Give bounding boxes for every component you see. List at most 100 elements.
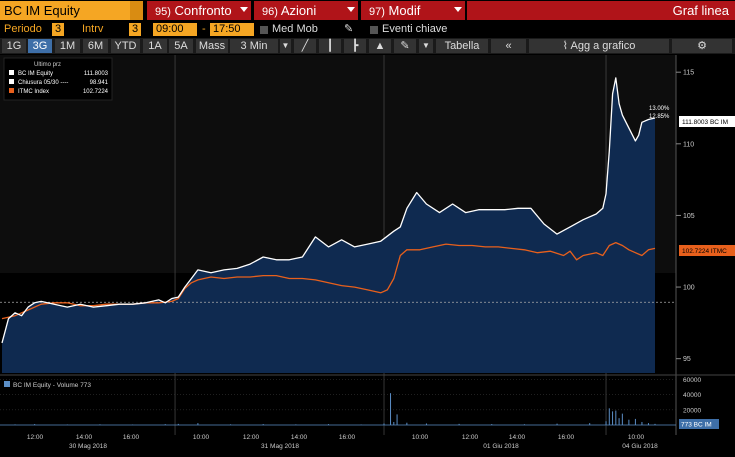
legend-name-itmc: ITMC Index [18,89,49,95]
legend-box [3,57,113,101]
legend-swatch-bc [9,70,14,75]
x-tick-label-11: 10:00 [628,434,645,441]
med-mob-checkbox[interactable] [260,26,268,34]
chevron-down-icon[interactable]: ▼ [280,39,291,53]
x-tick-label-9: 14:00 [509,434,526,441]
menu-azioni[interactable]: 96) Azioni [254,1,358,20]
y-tick-label-100: 100 [683,285,695,292]
legend-value-itmc: 102.7224 [83,89,109,95]
x-tick-label-5: 14:00 [291,434,308,441]
x-tick-label-6: 16:00 [339,434,356,441]
candle-icon[interactable]: ┃ [319,39,341,53]
series-line-bc-im-equity [1,77,656,344]
period-button-ytd[interactable]: YTD [111,39,140,53]
period-button-1a[interactable]: 1A [143,39,167,53]
start-time-field[interactable]: 09:00 [153,23,197,36]
collapse-icon[interactable]: « [491,39,526,53]
pct-annotation-lower: 12.85% [649,114,670,120]
period-button-1g[interactable]: 1G [2,39,26,53]
x-date-label-1: 31 Mag 2018 [261,443,299,450]
volume-end-label [679,419,719,429]
med-mob-label: Med Mob [272,23,318,35]
drawing-icon[interactable]: ✎ [394,39,416,53]
chart-add-icon: ⌇ [562,40,571,52]
x-tick-label-4: 12:00 [243,434,260,441]
tabella-button[interactable]: Tabella [436,39,488,53]
legend-name-close: Chiusura 05/30 ---- [18,80,68,86]
periodo-field[interactable]: 3 [52,23,65,36]
price-area-fill [2,77,655,374]
x-date-label-3: 04 Giu 2018 [622,443,658,450]
volume-legend-swatch [4,381,10,387]
ticker-field[interactable]: BC IM Equity [0,1,143,20]
mountain-chart-icon[interactable]: ▲ [369,39,391,53]
legend-header: Ultimo prz [34,62,61,68]
y-tick-label-110: 110 [683,141,694,148]
toolbar: 1G 3G 1M 6M YTD 1A 5A Mass 3 Min ▼ ╱ ┃ ┣… [0,38,735,54]
chevron-down-icon [347,7,355,12]
eventi-label: Eventi chiave [382,23,448,35]
end-label-bc-text: 111.8003 BC IM [682,119,728,126]
end-label-bc [679,116,735,127]
top-bar: BC IM Equity 95) Confronto 96) Azioni 97… [0,0,735,21]
line-chart-icon[interactable]: ╱ [294,39,316,53]
legend-name-bc: BC IM Equity [18,71,53,77]
period-button-mass[interactable]: Mass [196,39,228,53]
x-tick-label-3: 10:00 [193,434,210,441]
legend-value-bc: 111.8003 [84,71,109,77]
chart-svg: 95 100 105 110 115 20000 40000 60000 12:00 14:0… [0,55,735,452]
volume-tick-label-60000: 60000 [683,377,701,384]
x-tick-label-1: 14:00 [76,434,93,441]
add-to-chart-button[interactable]: ⌇ Agg a grafico [529,39,669,53]
intrv-field[interactable]: 3 [129,23,142,36]
y-tick-label-95: 95 [683,356,691,363]
legend-value-close: 98.941 [90,80,109,86]
menu-label: Confronto [174,3,232,18]
chevron-down-icon[interactable]: ▼ [419,39,433,53]
gear-icon[interactable]: ⚙ [672,39,732,53]
legend-swatch-itmc [9,88,14,93]
period-button-6m[interactable]: 6M [83,39,108,53]
bar-chart-icon[interactable]: ┣ [344,39,366,53]
volume-tick-label-40000: 40000 [683,392,701,399]
period-button-1m[interactable]: 1M [55,39,80,53]
menu-label: Azioni [280,3,317,18]
menu-modif[interactable]: 97) Modif [361,1,465,20]
menu-number: 95) [155,6,171,18]
volume-tick-label-20000: 20000 [683,407,701,414]
eventi-checkbox[interactable] [370,26,378,34]
period-button-3g[interactable]: 3G [28,39,52,53]
chevron-down-icon [240,7,248,12]
pct-annotation-upper: 13.00% [649,106,670,112]
menu-number: 97) [369,6,385,18]
intrv-label: Intrv [82,23,104,35]
x-tick-label-8: 12:00 [462,434,479,441]
x-tick-label-7: 10:00 [412,434,429,441]
volume-end-label-text: 773 BC IM [681,422,712,429]
end-label-itmc [679,245,735,256]
legend: Ultimo prz BC IM Equity 111.8003 Chiusur… [3,57,113,101]
x-date-label-2: 01 Giu 2018 [483,443,519,450]
interval-dropdown[interactable]: 3 Min [230,39,278,53]
periodo-label: Periodo [4,23,42,35]
x-tick-label-2: 16:00 [123,434,140,441]
menu-label: Modif [388,3,421,18]
pencil-icon[interactable]: ✎ [344,23,354,35]
ticker-dropdown-button[interactable] [130,1,143,20]
end-label-itmc-text: 102.7224 ITMC [682,248,727,255]
menu-confronto[interactable]: 95) Confronto [147,1,251,20]
legend-swatch-close [9,79,14,84]
y-tick-label-115: 115 [683,70,694,77]
end-time-field[interactable]: 17:50 [210,23,254,36]
time-separator: - [202,23,206,35]
x-date-label-0: 30 Mag 2018 [69,443,107,450]
volume-legend-label: BC IM Equity - Volume 773 [13,382,91,389]
settings-bar: Periodo 3 Intrv 3 09:00 - 17:50 Med Mob … [0,21,735,38]
menu-number: 96) [262,6,278,18]
y-tick-label-105: 105 [683,213,695,220]
x-tick-label-10: 16:00 [558,434,575,441]
period-button-5a[interactable]: 5A [169,39,193,53]
x-tick-label-0: 12:00 [27,434,44,441]
chart-area: 95 100 105 110 115 20000 40000 60000 12:00 14:0… [0,55,735,452]
add-to-chart-label: Agg a grafico [570,40,636,52]
